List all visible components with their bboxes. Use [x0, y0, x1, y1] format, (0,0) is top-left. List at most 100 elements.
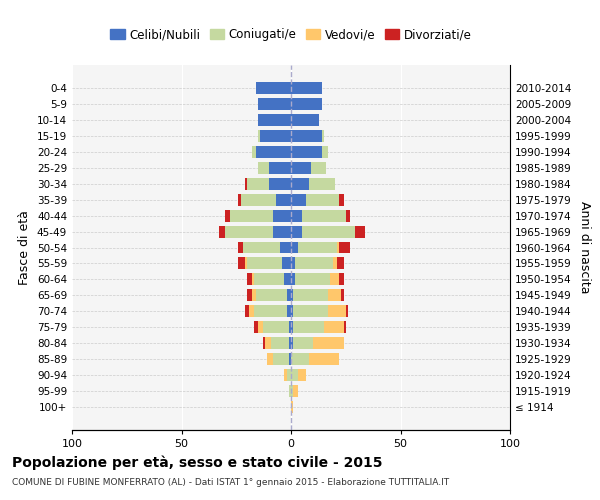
Bar: [291, 274, 295, 285]
Bar: [322, 130, 324, 141]
Bar: [258, 162, 269, 173]
Bar: [284, 370, 287, 382]
Bar: [287, 306, 291, 318]
Bar: [287, 290, 291, 302]
Bar: [289, 354, 291, 366]
Bar: [324, 322, 344, 334]
Bar: [346, 210, 350, 222]
Bar: [241, 194, 275, 205]
Bar: [289, 322, 291, 334]
Bar: [291, 178, 308, 190]
Bar: [245, 306, 250, 318]
Bar: [332, 258, 337, 270]
Bar: [271, 338, 289, 349]
Bar: [230, 210, 274, 222]
Bar: [254, 306, 287, 318]
Bar: [291, 82, 322, 94]
Bar: [291, 402, 293, 413]
Bar: [308, 354, 339, 366]
Bar: [267, 354, 274, 366]
Bar: [293, 386, 298, 398]
Bar: [291, 306, 293, 318]
Bar: [291, 146, 322, 158]
Bar: [291, 130, 322, 141]
Bar: [274, 226, 291, 237]
Bar: [238, 242, 243, 254]
Bar: [258, 130, 260, 141]
Bar: [251, 146, 256, 158]
Bar: [313, 338, 344, 349]
Text: Popolazione per età, sesso e stato civile - 2015: Popolazione per età, sesso e stato civil…: [12, 456, 383, 470]
Bar: [269, 178, 291, 190]
Bar: [289, 386, 291, 398]
Text: COMUNE DI FUBINE MONFERRATO (AL) - Dati ISTAT 1° gennaio 2015 - Elaborazione TUT: COMUNE DI FUBINE MONFERRATO (AL) - Dati …: [12, 478, 449, 487]
Bar: [258, 98, 291, 110]
Y-axis label: Anni di nascita: Anni di nascita: [578, 201, 591, 294]
Bar: [337, 258, 344, 270]
Bar: [238, 194, 241, 205]
Bar: [308, 178, 335, 190]
Bar: [339, 242, 350, 254]
Bar: [295, 258, 332, 270]
Bar: [328, 290, 341, 302]
Bar: [344, 322, 346, 334]
Bar: [291, 370, 298, 382]
Legend: Celibi/Nubili, Coniugati/e, Vedovi/e, Divorziati/e: Celibi/Nubili, Coniugati/e, Vedovi/e, Di…: [106, 24, 476, 46]
Bar: [339, 194, 344, 205]
Bar: [291, 258, 295, 270]
Bar: [287, 370, 291, 382]
Bar: [322, 146, 328, 158]
Bar: [302, 210, 346, 222]
Bar: [226, 210, 230, 222]
Bar: [254, 322, 258, 334]
Bar: [247, 258, 282, 270]
Y-axis label: Fasce di età: Fasce di età: [19, 210, 31, 285]
Bar: [298, 242, 337, 254]
Bar: [247, 178, 269, 190]
Bar: [247, 274, 251, 285]
Bar: [295, 274, 331, 285]
Bar: [298, 370, 307, 382]
Bar: [250, 306, 254, 318]
Bar: [339, 274, 344, 285]
Bar: [251, 290, 256, 302]
Bar: [291, 322, 293, 334]
Bar: [260, 130, 291, 141]
Bar: [238, 258, 245, 270]
Bar: [269, 162, 291, 173]
Bar: [291, 338, 293, 349]
Bar: [307, 194, 339, 205]
Bar: [291, 162, 311, 173]
Bar: [341, 290, 344, 302]
Bar: [337, 242, 339, 254]
Bar: [282, 258, 291, 270]
Bar: [293, 290, 328, 302]
Bar: [291, 290, 293, 302]
Bar: [291, 210, 302, 222]
Bar: [328, 306, 346, 318]
Bar: [291, 114, 319, 126]
Bar: [291, 242, 298, 254]
Bar: [247, 290, 251, 302]
Bar: [226, 226, 274, 237]
Bar: [302, 226, 355, 237]
Bar: [263, 322, 289, 334]
Bar: [289, 338, 291, 349]
Bar: [274, 354, 289, 366]
Bar: [258, 322, 263, 334]
Bar: [256, 82, 291, 94]
Bar: [256, 146, 291, 158]
Bar: [291, 226, 302, 237]
Bar: [284, 274, 291, 285]
Bar: [311, 162, 326, 173]
Bar: [245, 178, 247, 190]
Bar: [293, 306, 328, 318]
Bar: [291, 194, 307, 205]
Bar: [355, 226, 365, 237]
Bar: [293, 338, 313, 349]
Bar: [280, 242, 291, 254]
Bar: [346, 306, 348, 318]
Bar: [243, 242, 280, 254]
Bar: [251, 274, 254, 285]
Bar: [219, 226, 226, 237]
